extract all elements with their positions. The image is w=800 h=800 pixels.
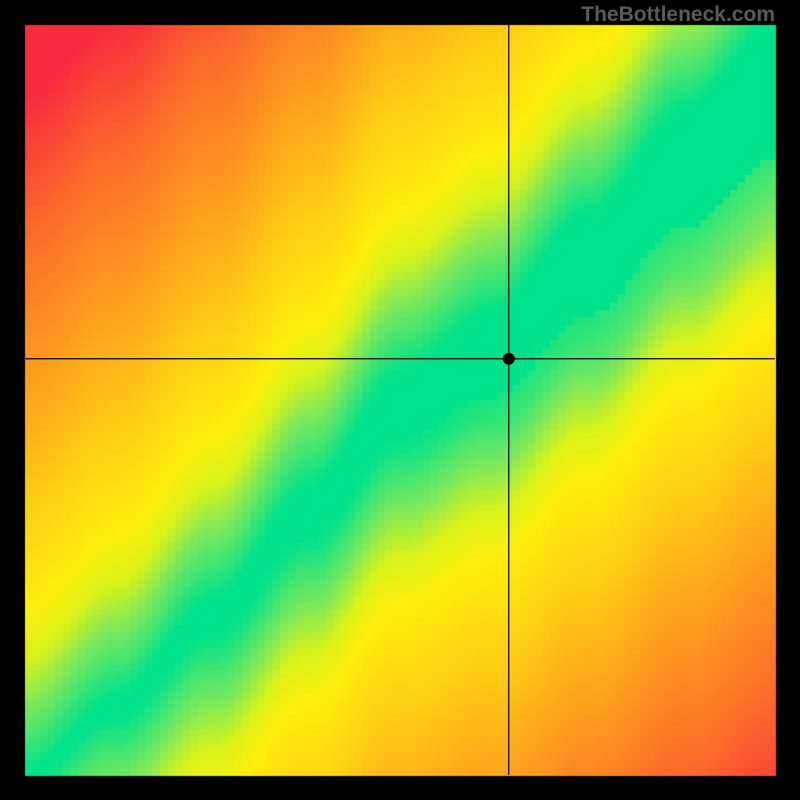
bottleneck-heatmap <box>0 0 800 800</box>
chart-container: TheBottleneck.com <box>0 0 800 800</box>
attribution-text: TheBottleneck.com <box>581 3 775 27</box>
